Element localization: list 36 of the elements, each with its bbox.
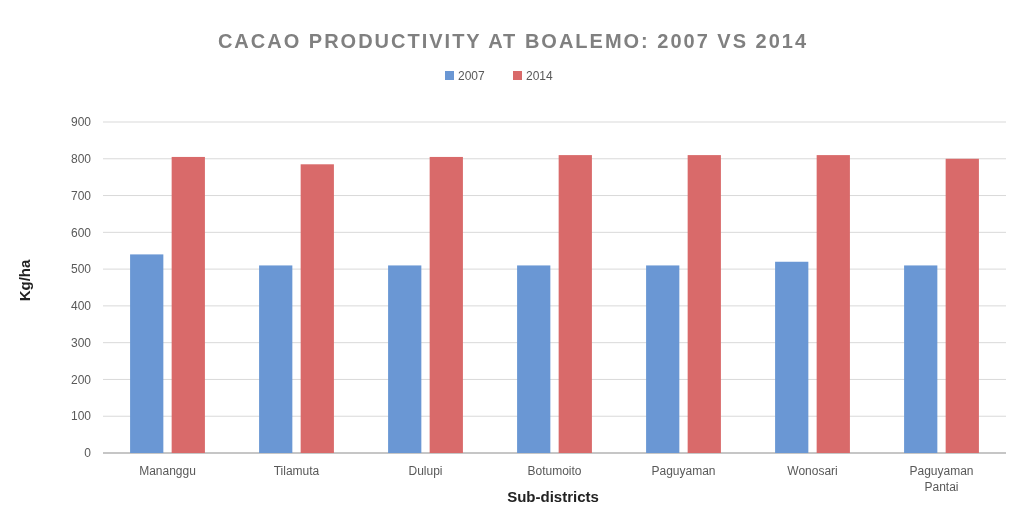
y-tick-label: 600 xyxy=(70,225,92,240)
bar xyxy=(130,254,164,453)
x-axis-title: Sub-districts xyxy=(507,488,599,505)
bar xyxy=(429,156,463,453)
y-tick-label: 300 xyxy=(70,335,92,350)
x-tick-label: Paguyaman Pantai xyxy=(909,464,974,494)
y-tick-label: 700 xyxy=(70,188,92,203)
bar xyxy=(558,155,592,453)
legend-label: 2014 xyxy=(526,69,554,83)
y-tick-label: 500 xyxy=(70,262,92,277)
y-tick-label: 800 xyxy=(70,151,92,166)
x-tick-label: Paguyaman xyxy=(651,464,716,478)
y-tick-label: 900 xyxy=(70,115,92,130)
chart-title: CACAO PRODUCTIVITY AT BOALEMO: 2007 VS 2014 xyxy=(217,30,809,52)
bar xyxy=(945,158,979,453)
bar xyxy=(171,156,205,453)
x-tick-label: Dulupi xyxy=(408,464,443,478)
legend-label: 2007 xyxy=(458,69,486,83)
bar xyxy=(388,265,422,453)
bar xyxy=(904,265,938,453)
bar xyxy=(259,265,293,453)
bar xyxy=(816,155,850,453)
bar xyxy=(300,164,334,453)
y-tick-label: 0 xyxy=(84,446,92,461)
y-axis-title: Kg/ha xyxy=(16,259,33,302)
x-tick-label: Mananggu xyxy=(139,464,196,478)
x-tick-label: Tilamuta xyxy=(273,464,320,478)
y-tick-label: 100 xyxy=(70,409,92,424)
bar xyxy=(775,261,809,453)
bar xyxy=(646,265,680,453)
y-tick-label: 400 xyxy=(70,299,92,314)
x-tick-label: Botumoito xyxy=(527,464,582,478)
bar xyxy=(687,155,721,453)
bar xyxy=(517,265,551,453)
y-tick-label: 200 xyxy=(70,372,92,387)
x-tick-label: Wonosari xyxy=(787,464,838,478)
